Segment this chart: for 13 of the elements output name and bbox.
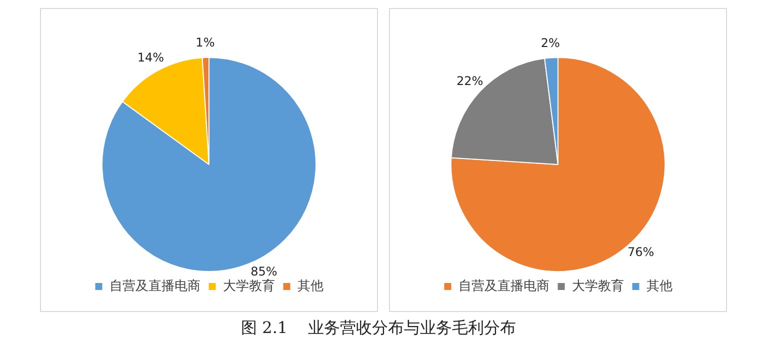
data-label: 22%: [456, 74, 484, 88]
legend-label: 大学教育: [222, 278, 275, 294]
data-label: 2%: [540, 36, 560, 50]
legend-label: 大学教育: [572, 278, 624, 294]
legend-label: 自营及直播电商: [458, 278, 550, 294]
data-label: 76%: [627, 244, 654, 259]
caption: 图 2.1 业务营收分布与业务毛利分布: [240, 318, 517, 339]
legend-label: 其他: [646, 278, 672, 294]
data-label: 1%: [196, 36, 215, 50]
data-label: 14%: [137, 50, 164, 65]
legend-label: 其他: [297, 278, 324, 294]
data-label: 85%: [250, 264, 278, 278]
legend-label: 自营及直播电商: [109, 278, 200, 294]
